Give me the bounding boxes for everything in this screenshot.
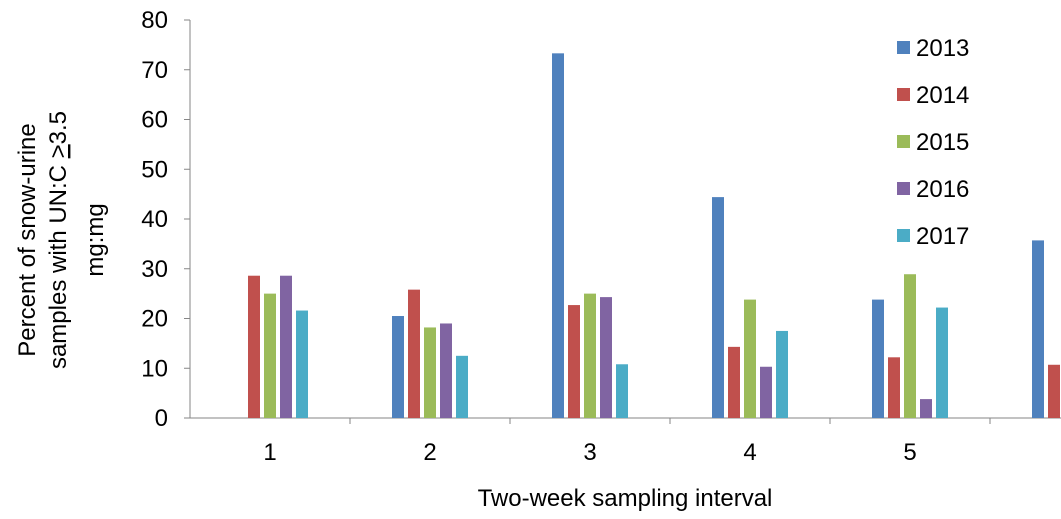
x-tick-label: 5: [903, 439, 916, 466]
bar-2015-interval-4: [744, 299, 756, 418]
bar-2015-interval-1: [264, 293, 276, 418]
y-axis-label-threshold: 3.5: [45, 111, 72, 144]
x-axis-label: Two-week sampling interval: [478, 485, 773, 512]
bar-2013-interval-3: [552, 53, 564, 419]
y-tick-label: 80: [141, 7, 168, 34]
x-tick-label: 4: [743, 439, 756, 466]
bar-2015-interval-2: [424, 327, 436, 418]
bar-2016-interval-4: [760, 366, 772, 418]
legend-swatch-2016: [897, 182, 910, 195]
bar-2017-interval-3: [616, 364, 628, 418]
bar-2017-interval-1: [296, 310, 308, 418]
legend-label-2014: 2014: [916, 82, 969, 109]
legend-label-2013: 2013: [916, 35, 969, 62]
legend-swatch-2017: [897, 229, 910, 242]
bar-2016-interval-3: [600, 297, 612, 418]
y-axis-label-line-2-prefix: samples with UN:C: [45, 158, 72, 369]
y-axis-label-geq-symbol: >: [45, 144, 72, 158]
legend-swatch-2015: [897, 135, 910, 148]
bar-2014-interval-5: [888, 357, 900, 418]
bar-2015-interval-5: [904, 274, 916, 418]
y-tick-label: 50: [141, 156, 168, 183]
bar-2014-interval-1: [248, 275, 260, 418]
bar-2014-interval-4: [728, 346, 740, 418]
y-axis-label-line-2: samples with UN:C >3.5: [45, 111, 72, 369]
bar-2014-interval-3: [568, 305, 580, 418]
x-tick-label: 1: [263, 439, 276, 466]
x-ticks: 123456: [263, 418, 991, 466]
bar-2017-interval-2: [456, 355, 468, 418]
bar-2015-interval-3: [584, 293, 596, 418]
y-axis-label-line-3: mg:mg: [82, 203, 109, 276]
bar-2013-interval-5: [872, 299, 884, 418]
bar-2013-interval-4: [712, 197, 724, 418]
bar-2014-interval-2: [408, 289, 420, 418]
y-axis-label-line-1: Percent of snow-urine: [14, 123, 41, 356]
legend-swatch-2014: [897, 88, 910, 101]
y-tick-label: 60: [141, 107, 168, 134]
legend-label-2016: 2016: [916, 176, 969, 203]
y-tick-label: 40: [141, 206, 168, 233]
x-tick-label: 3: [583, 439, 596, 466]
y-tick-label: 20: [141, 306, 168, 333]
y-tick-label: 70: [141, 57, 168, 84]
bars: [248, 53, 1060, 419]
legend-label-2015: 2015: [916, 129, 969, 156]
x-tick-label: 2: [423, 439, 436, 466]
bar-2013-interval-6: [1032, 240, 1044, 418]
legend-label-2017: 2017: [916, 223, 969, 250]
bar-2016-interval-5: [920, 399, 932, 418]
y-axis-label: Percent of snow-urine samples with UN:C …: [14, 111, 109, 369]
bar-2014-interval-6: [1048, 364, 1060, 418]
bar-2017-interval-4: [776, 330, 788, 418]
bar-2016-interval-1: [280, 275, 292, 418]
legend-swatch-2013: [897, 41, 910, 54]
bar-2013-interval-2: [392, 316, 404, 418]
y-ticks: 0 10 20 30 40 50 60 70 80: [141, 7, 190, 432]
y-tick-label: 0: [155, 405, 168, 432]
y-tick-label: 30: [141, 256, 168, 283]
legend: 2013 2014 2015 2016 2017: [897, 35, 969, 250]
bar-2017-interval-5: [936, 307, 948, 418]
y-tick-label: 10: [141, 355, 168, 382]
bar-2016-interval-2: [440, 323, 452, 418]
